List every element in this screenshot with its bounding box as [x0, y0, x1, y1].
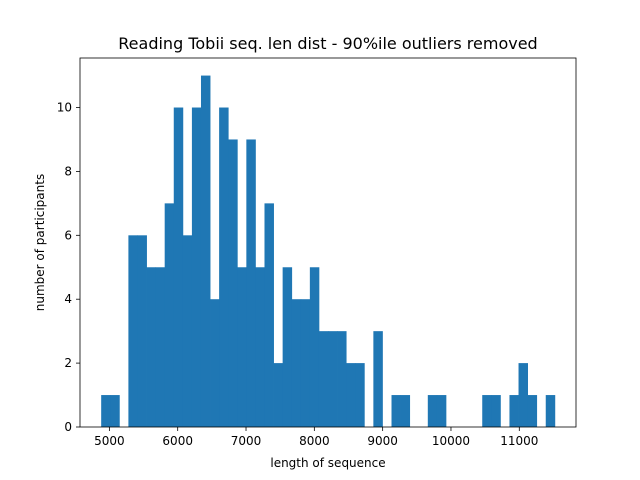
histogram-bar — [255, 267, 265, 427]
histogram-bar — [173, 107, 184, 428]
histogram-bar — [373, 331, 383, 427]
histogram-bar — [200, 75, 211, 428]
histogram-bar — [128, 235, 138, 427]
y-tick-label: 8 — [64, 164, 72, 178]
histogram-bar — [427, 395, 438, 427]
histogram-bar — [391, 395, 401, 427]
x-axis-label: length of sequence — [270, 456, 385, 470]
histogram-bar — [237, 267, 247, 427]
histogram-bar — [164, 203, 175, 427]
histogram-bar — [155, 267, 166, 427]
y-tick-label: 4 — [64, 292, 72, 306]
y-tick-label: 6 — [64, 228, 72, 242]
histogram-bar — [545, 395, 556, 427]
y-tick-label: 0 — [64, 420, 72, 434]
histogram-bar — [137, 235, 147, 427]
x-tick-label: 9000 — [367, 434, 398, 448]
histogram-bar — [309, 267, 320, 427]
plot-frame — [79, 57, 577, 428]
histogram-bar — [400, 395, 411, 427]
histogram-bar — [110, 395, 120, 427]
histogram-bar — [527, 395, 538, 427]
histogram-bar — [246, 139, 256, 427]
histogram-bar — [491, 395, 501, 427]
x-tick-label: 8000 — [299, 434, 330, 448]
bars-group — [101, 75, 556, 428]
y-tick-label: 2 — [64, 356, 72, 370]
y-axis-ticks: 0 2 4 6 8 10 — [57, 101, 80, 434]
histogram-bar — [337, 331, 347, 427]
x-tick-label: 11000 — [500, 434, 538, 448]
histogram-bar — [355, 363, 365, 427]
y-axis-label: number of participants — [33, 174, 47, 311]
histogram-bar — [346, 363, 356, 427]
histogram-bar — [264, 203, 274, 427]
histogram-bar — [182, 235, 193, 427]
histogram-bar — [300, 299, 311, 427]
y-tick-label: 10 — [57, 101, 72, 115]
histogram-bar — [228, 139, 238, 427]
chart-title: Reading Tobii seq. len dist - 90%ile out… — [118, 34, 537, 53]
histogram-bar — [291, 299, 302, 427]
x-tick-label: 6000 — [162, 434, 193, 448]
histogram-bar — [146, 267, 157, 427]
histogram-bar — [318, 331, 329, 427]
histogram-bar — [273, 363, 284, 427]
histogram-bar — [191, 107, 202, 428]
x-axis-ticks: 5000 6000 7000 8000 9000 10000 11000 — [94, 427, 538, 448]
x-tick-label: 5000 — [94, 434, 125, 448]
histogram-bar — [101, 395, 111, 427]
x-tick-label: 7000 — [231, 434, 262, 448]
histogram-bar — [518, 363, 529, 427]
histogram-bar — [219, 107, 229, 428]
histogram-bar — [282, 267, 293, 427]
histogram-bar — [509, 395, 519, 427]
histogram-bar — [436, 395, 447, 427]
histogram-bar — [328, 331, 338, 427]
histogram-bar — [482, 395, 492, 427]
histogram-bar — [210, 299, 220, 427]
x-tick-label: 10000 — [432, 434, 470, 448]
